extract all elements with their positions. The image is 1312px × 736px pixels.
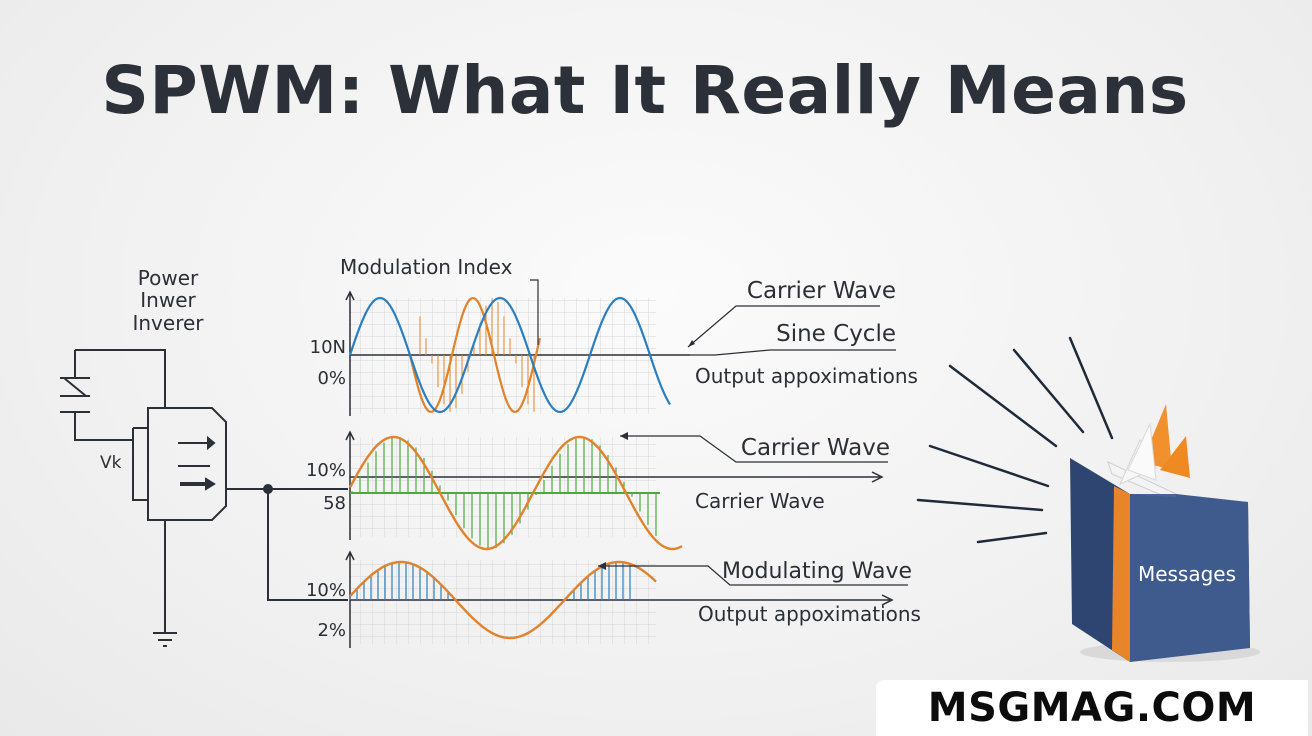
panel2-arrowhead bbox=[620, 432, 628, 440]
panel3-arrowhead bbox=[598, 562, 606, 570]
waveform-panel-3 bbox=[345, 550, 894, 648]
panel1-label-output: Output appoximations bbox=[695, 364, 918, 388]
panel1-tick-top: 10N bbox=[310, 337, 346, 358]
panel3-pointer bbox=[598, 565, 908, 586]
panel3-label-output: Output appoximations bbox=[698, 602, 921, 626]
modulation-index-label: Modulation Index bbox=[340, 255, 513, 279]
voltage-label: Vk bbox=[100, 453, 122, 473]
panel1-label-sine-cycle: Sine Cycle bbox=[776, 321, 896, 347]
radiating-lines bbox=[916, 336, 1114, 544]
circuit-label-line1: Power bbox=[138, 266, 199, 290]
waveform-panel-1 bbox=[345, 290, 690, 416]
panel1-label-carrier-wave: Carrier Wave bbox=[747, 278, 896, 304]
book-label: Messages bbox=[1138, 562, 1236, 586]
panel2-label-carrier-wave: Carrier Wave bbox=[741, 435, 890, 461]
inverter-circuit bbox=[60, 349, 348, 647]
panel2-pointer bbox=[620, 435, 888, 463]
panel2-tick-top: 10% bbox=[306, 460, 346, 481]
waveform-panel-2 bbox=[345, 430, 884, 551]
panel1-arrowhead bbox=[688, 340, 695, 347]
panel1-pointer bbox=[687, 305, 880, 348]
page-title: SPWM: What It Really Means bbox=[101, 52, 1189, 129]
circuit-label-line3: Inverer bbox=[132, 311, 204, 335]
junction-dot bbox=[263, 484, 273, 494]
site-watermark: MSGMAG.COM bbox=[876, 680, 1308, 736]
panel2-label-carrier-wave-2: Carrier Wave bbox=[695, 489, 825, 513]
panel2-tick-bottom: 58 bbox=[323, 493, 346, 514]
panel3-label-modulating-wave: Modulating Wave bbox=[722, 559, 912, 584]
panel1-tick-bottom: 0% bbox=[317, 368, 346, 389]
panel3-tick-top: 10% bbox=[306, 580, 346, 601]
panel1-axis-extension bbox=[690, 349, 896, 356]
messages-book-icon bbox=[1070, 404, 1260, 662]
circuit-label-line2: Inwer bbox=[140, 288, 196, 312]
modulation-index-pointer bbox=[530, 279, 539, 345]
panel3-tick-bottom: 2% bbox=[317, 620, 346, 641]
